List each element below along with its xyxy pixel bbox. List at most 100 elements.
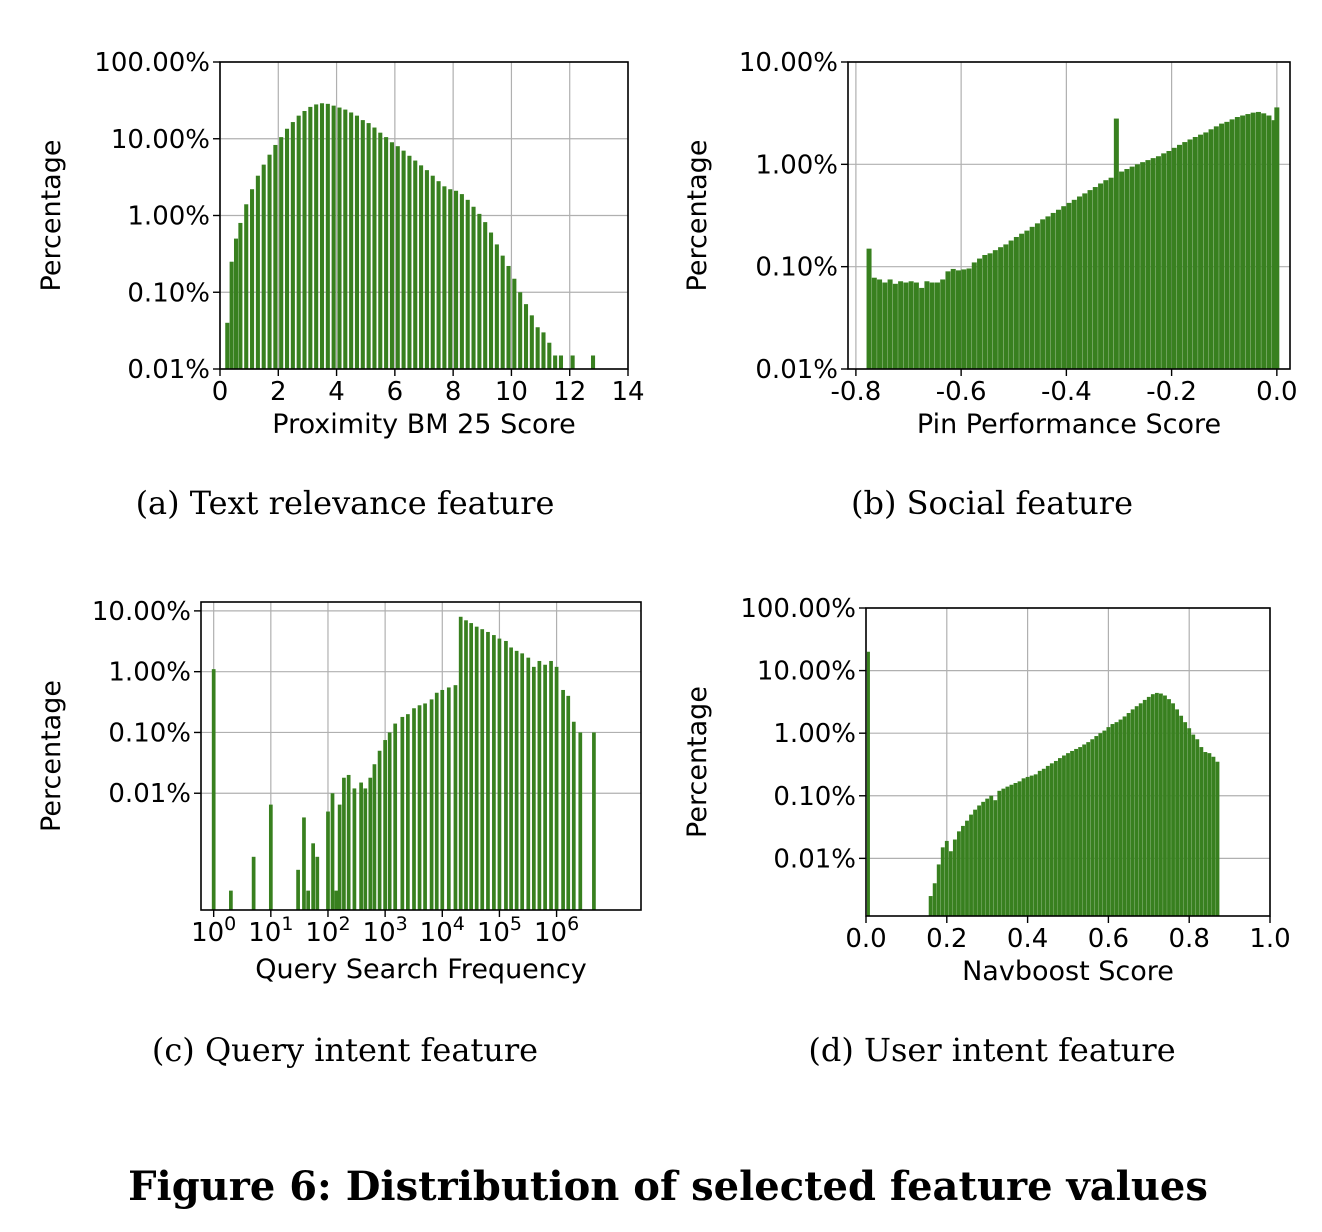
chart-a-bar-29 <box>389 142 394 369</box>
chart-c-bar-45 <box>520 653 525 910</box>
chart-d-bar-17 <box>993 800 998 916</box>
chart-a-bar-45 <box>483 222 488 369</box>
chart-d-bar-11 <box>969 814 973 916</box>
chart-a-bar-35 <box>424 170 429 369</box>
chart-c-bar-7 <box>311 843 315 910</box>
chart-b-bar-71 <box>1240 115 1246 369</box>
chart-d-bar-28 <box>1037 770 1042 916</box>
chart-a-bar-0 <box>225 322 230 369</box>
chart-a-bar-55 <box>541 332 546 369</box>
chart-d-bar-43 <box>1098 733 1103 916</box>
chart-d-bar-49 <box>1122 716 1127 916</box>
chart-b-bar-16 <box>950 268 956 369</box>
chart-b-bar-77 <box>1271 120 1277 369</box>
chart-c-bar-17 <box>363 788 368 910</box>
chart-a-bar-11 <box>284 128 290 369</box>
chart-a-bar-60 <box>590 355 596 369</box>
chart-c-bar-38 <box>480 629 485 910</box>
chart-d-ytick-label-0: 0.01% <box>773 844 856 874</box>
chart-d-bar-51 <box>1130 709 1135 916</box>
chart-a-bar-7 <box>261 164 266 369</box>
chart-c-bar-40 <box>492 635 496 910</box>
chart-a-bar-17 <box>319 103 325 369</box>
chart-b-bar-13 <box>934 282 940 369</box>
chart-c-bar-18 <box>368 777 373 910</box>
chart-a-xtick-label-6: 12 <box>553 377 586 407</box>
chart-d-bar-59 <box>1163 695 1167 916</box>
chart-b-bar-15 <box>945 271 951 369</box>
chart-c-bar-51 <box>554 666 559 910</box>
chart-a-bar-46 <box>488 232 494 369</box>
chart-c-bar-14 <box>346 774 351 910</box>
chart-b-bar-47 <box>1113 118 1119 369</box>
chart-d-bar-5 <box>944 840 949 916</box>
chart-a-bar-20 <box>337 107 342 370</box>
chart-c-bar-43 <box>509 647 513 910</box>
chart-d-bar-61 <box>1171 703 1175 916</box>
chart-c-bar-23 <box>393 723 398 910</box>
chart-a-bar-22 <box>349 112 354 370</box>
chart-a-bar-31 <box>401 150 406 369</box>
chart-b-bar-35 <box>1050 212 1056 369</box>
chart-c-xlabel: Query Search Frequency <box>255 954 586 985</box>
chart-b-bar-53 <box>1145 160 1151 369</box>
chart-d-bar-0 <box>867 651 870 916</box>
chart-b-bar-60 <box>1182 142 1188 369</box>
chart-b-bar-4 <box>887 279 893 369</box>
chart-d-bar-50 <box>1126 713 1131 916</box>
chart-b-bar-1 <box>871 277 877 369</box>
chart-b-bar-63 <box>1198 134 1204 369</box>
chart-b-bar-61 <box>1187 139 1193 369</box>
chart-a-bar-53 <box>529 315 534 369</box>
chart-b-bar-68 <box>1224 121 1230 369</box>
chart-c-bar-22 <box>387 732 392 910</box>
chart-a-ytick-label-1: 0.10% <box>127 278 210 308</box>
chart-b-bar-66 <box>1213 126 1219 370</box>
chart-b-bar-54 <box>1150 158 1156 369</box>
chart-d-bar-42 <box>1094 736 1099 916</box>
chart-d-ytick-label-1: 0.10% <box>773 782 856 812</box>
chart-a-bar-2 <box>233 238 239 369</box>
chart-a-bar-44 <box>477 213 482 369</box>
chart-a-bar-37 <box>436 181 441 369</box>
chart-a-bar-4 <box>244 204 249 369</box>
chart-a-text-relevance: 0 2 4 6 8 10 12 14 0.01% 0.10% 1.00% 10.00% 100.00% P… <box>36 48 645 440</box>
chart-c-ytick-label-2: 1.00% <box>108 658 191 688</box>
chart-a-bar-39 <box>448 189 453 369</box>
chart-d-bar-24 <box>1021 778 1026 916</box>
caption-a: (a) Text relevance feature <box>136 484 555 522</box>
chart-c-bar-32 <box>446 687 451 910</box>
chart-d-bar-67 <box>1195 739 1200 916</box>
chart-a-xlabel: Proximity BM 25 Score <box>272 409 575 440</box>
chart-c-bar-41 <box>497 638 502 910</box>
chart-d-bar-15 <box>985 798 990 916</box>
chart-a-bar-13 <box>296 115 301 369</box>
chart-b-bar-52 <box>1140 162 1146 369</box>
chart-b-bar-18 <box>961 269 967 369</box>
chart-b-bar-31 <box>1029 226 1035 369</box>
chart-c-ytick-label-0: 0.01% <box>108 779 191 809</box>
chart-b-bar-74 <box>1255 111 1261 370</box>
chart-b-bar-11 <box>924 281 930 369</box>
chart-b-bar-78 <box>1274 107 1280 370</box>
chart-a-bar-24 <box>360 120 365 369</box>
chart-b-bar-65 <box>1208 129 1214 369</box>
chart-d-bar-39 <box>1082 744 1087 916</box>
chart-a-bar-47 <box>494 244 499 369</box>
chart-c-bar-16 <box>359 782 363 910</box>
chart-b-bar-70 <box>1234 117 1240 369</box>
chart-d-bar-14 <box>981 801 986 916</box>
chart-c-bar-34 <box>458 616 463 910</box>
chart-a-bar-32 <box>407 155 412 369</box>
chart-a-bar-10 <box>279 137 284 369</box>
chart-b-bar-10 <box>919 287 925 369</box>
chart-d-bar-31 <box>1049 763 1054 916</box>
chart-c-bar-44 <box>514 650 519 910</box>
chart-a-bar-57 <box>553 355 558 369</box>
chart-d-frame <box>865 607 1271 917</box>
chart-d-bar-1 <box>928 896 933 916</box>
chart-d-bar-26 <box>1029 775 1034 916</box>
chart-a-bar-42 <box>465 199 470 369</box>
chart-b-bar-48 <box>1119 171 1125 369</box>
chart-c-bar-54 <box>571 721 576 910</box>
